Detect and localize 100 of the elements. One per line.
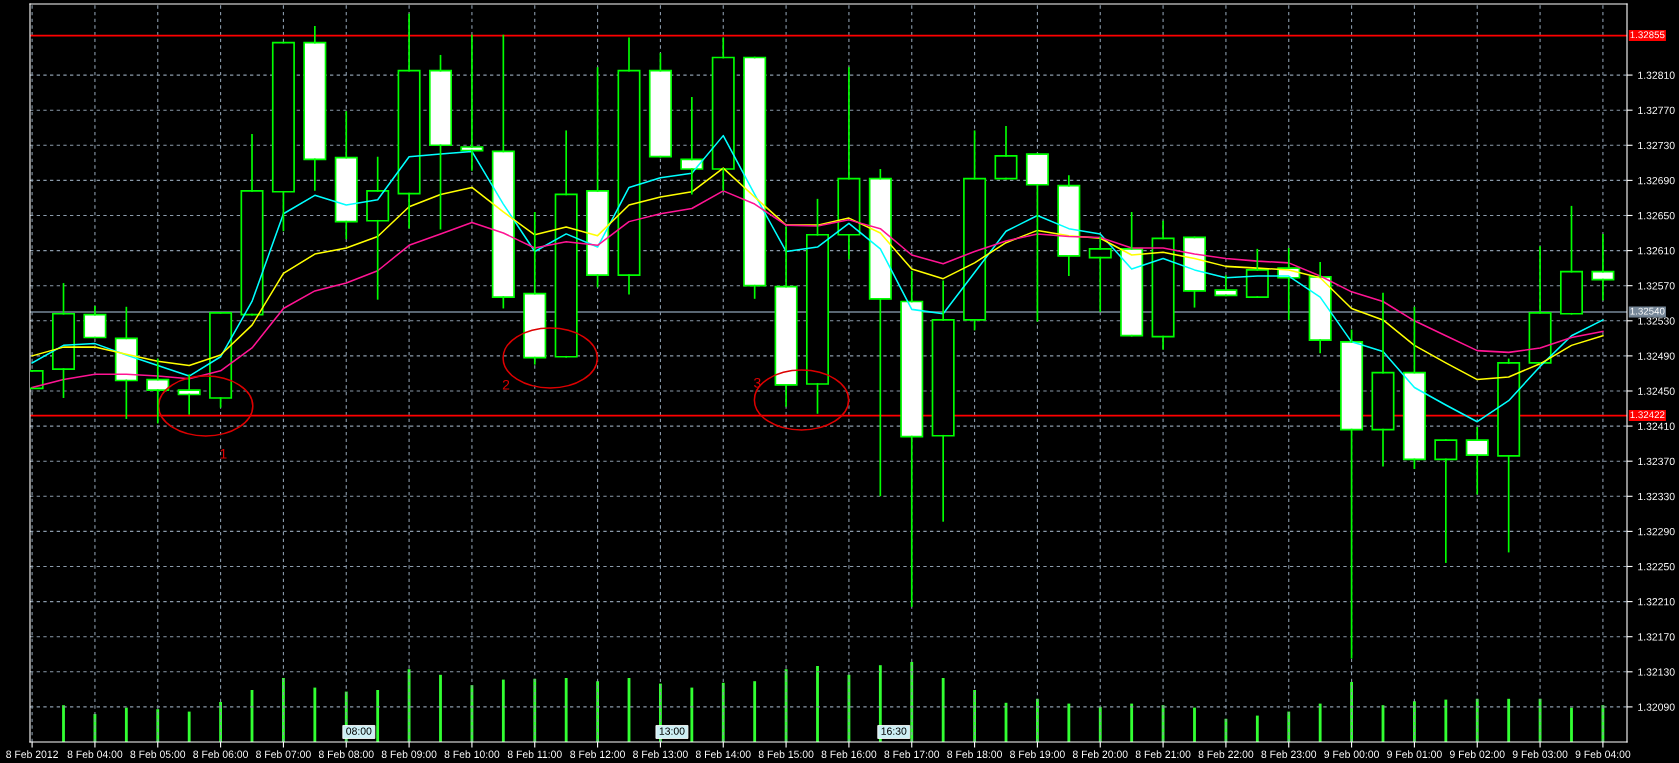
x-tick-label: 8 Feb 20:00 [1072,750,1128,758]
candlestick [1088,236,1112,312]
candlestick [1559,205,1584,315]
annotation: 08:00 [346,727,372,735]
x-tick-label: 8 Feb 14:00 [695,750,751,758]
bar [376,690,380,742]
bar [1318,703,1322,742]
candlestick [1371,292,1395,467]
candlestick [1465,427,1489,495]
bar [564,678,568,742]
candlestick [334,111,358,240]
candlestick [1057,175,1081,276]
candlestick [523,212,547,365]
bar [941,678,945,742]
bar [1067,703,1071,742]
y-tick-label: 1.32650 [1638,211,1675,220]
candlestick [805,198,830,414]
y-tick-label: 1.32090 [1638,703,1675,711]
y-tick-label: 1.32290 [1638,527,1675,536]
candlestick [146,358,170,424]
x-tick-label: 9 Feb 01:00 [1387,750,1442,758]
candlestick [366,156,390,300]
y-tick-label: 1.32370 [1638,457,1675,466]
y-tick-label: 1.32610 [1638,247,1675,255]
y-tick-label: 1.32570 [1638,282,1675,290]
x-tick-label: 8 Feb 17:00 [884,750,940,758]
annotation: 2 [502,379,510,390]
candlestick [1025,153,1049,322]
annotation: 13:00 [659,727,685,735]
candlestick [1151,220,1175,350]
y-tick-label: 1.32770 [1638,106,1675,115]
x-tick-label: 8 Feb 06:00 [193,750,248,758]
candlestick [1214,275,1238,297]
bar [62,705,65,742]
x-tick-label: 8 Feb 21:00 [1135,750,1191,758]
y-tick-label: 1.32530 [1638,317,1675,325]
x-tick-label: 8 Feb 04:00 [67,750,123,758]
bar [690,687,694,742]
x-tick-label: 8 Feb 2012 [6,750,58,758]
bar [1444,699,1448,742]
bar [1507,698,1511,742]
ref-line-label: 1.32855 [1630,31,1665,39]
candlestick [1528,246,1552,364]
y-tick-label: 1.32450 [1638,387,1675,395]
candlestick [271,41,295,232]
x-tick-label: 8 Feb 22:00 [1198,750,1254,758]
candlestick [931,280,955,522]
x-tick-label: 9 Feb 00:00 [1324,750,1379,758]
y-tick-label: 1.32810 [1638,71,1675,79]
y-tick-label: 1.32490 [1638,352,1675,360]
candlestick [51,283,76,398]
candlestick [177,374,201,415]
candlestick [1245,248,1269,298]
candlestick [554,130,578,358]
candlestick [397,13,421,229]
annotation: 16:30 [881,727,907,735]
candlestick [994,126,1018,180]
ref-line-label: 1.32422 [1630,411,1665,419]
x-tick-label: 9 Feb 03:00 [1512,750,1568,758]
candlestick [1120,212,1144,337]
x-tick-label: 8 Feb 07:00 [256,750,311,758]
candlestick [743,56,767,299]
x-tick-label: 8 Feb 11:00 [507,750,562,758]
bar [1130,703,1134,742]
y-tick-label: 1.32410 [1638,422,1675,430]
x-tick-label: 8 Feb 05:00 [130,750,186,758]
x-tick-label: 8 Feb 08:00 [318,750,374,758]
candlestick [460,34,484,171]
x-tick-label: 8 Feb 16:00 [821,750,877,758]
y-tick-label: 1.32250 [1638,563,1675,571]
candlestick [1308,262,1332,354]
bar [1570,707,1573,742]
candlestick [240,133,264,316]
candlestick [617,37,641,295]
bar [439,674,442,742]
candlestick [83,305,107,339]
candlestick [1434,439,1458,563]
x-tick-label: 8 Feb 18:00 [947,750,1002,758]
candlestick [837,67,861,260]
x-tick-label: 9 Feb 04:00 [1575,750,1631,758]
x-tick-label: 8 Feb 12:00 [570,750,625,758]
bar [816,666,819,742]
annotation: 3 [754,377,761,388]
candlestick [774,226,798,407]
y-tick-label: 1.32170 [1638,633,1675,641]
candlestick [114,306,138,420]
bar [1193,707,1196,742]
candlestick [711,37,735,191]
candlestick [680,97,704,195]
y-tick-label: 1.32690 [1638,176,1675,185]
bar [124,707,128,742]
x-tick-label: 8 Feb 10:00 [444,750,500,758]
bar [753,681,757,742]
x-tick-label: 8 Feb 13:00 [633,750,688,758]
bar [187,711,191,742]
y-tick-label: 1.32330 [1638,492,1675,501]
x-tick-label: 8 Feb 09:00 [381,750,437,758]
y-tick-label: 1.32210 [1638,598,1675,606]
candlestick [1591,233,1615,301]
y-tick-label: 1.32730 [1638,141,1675,150]
